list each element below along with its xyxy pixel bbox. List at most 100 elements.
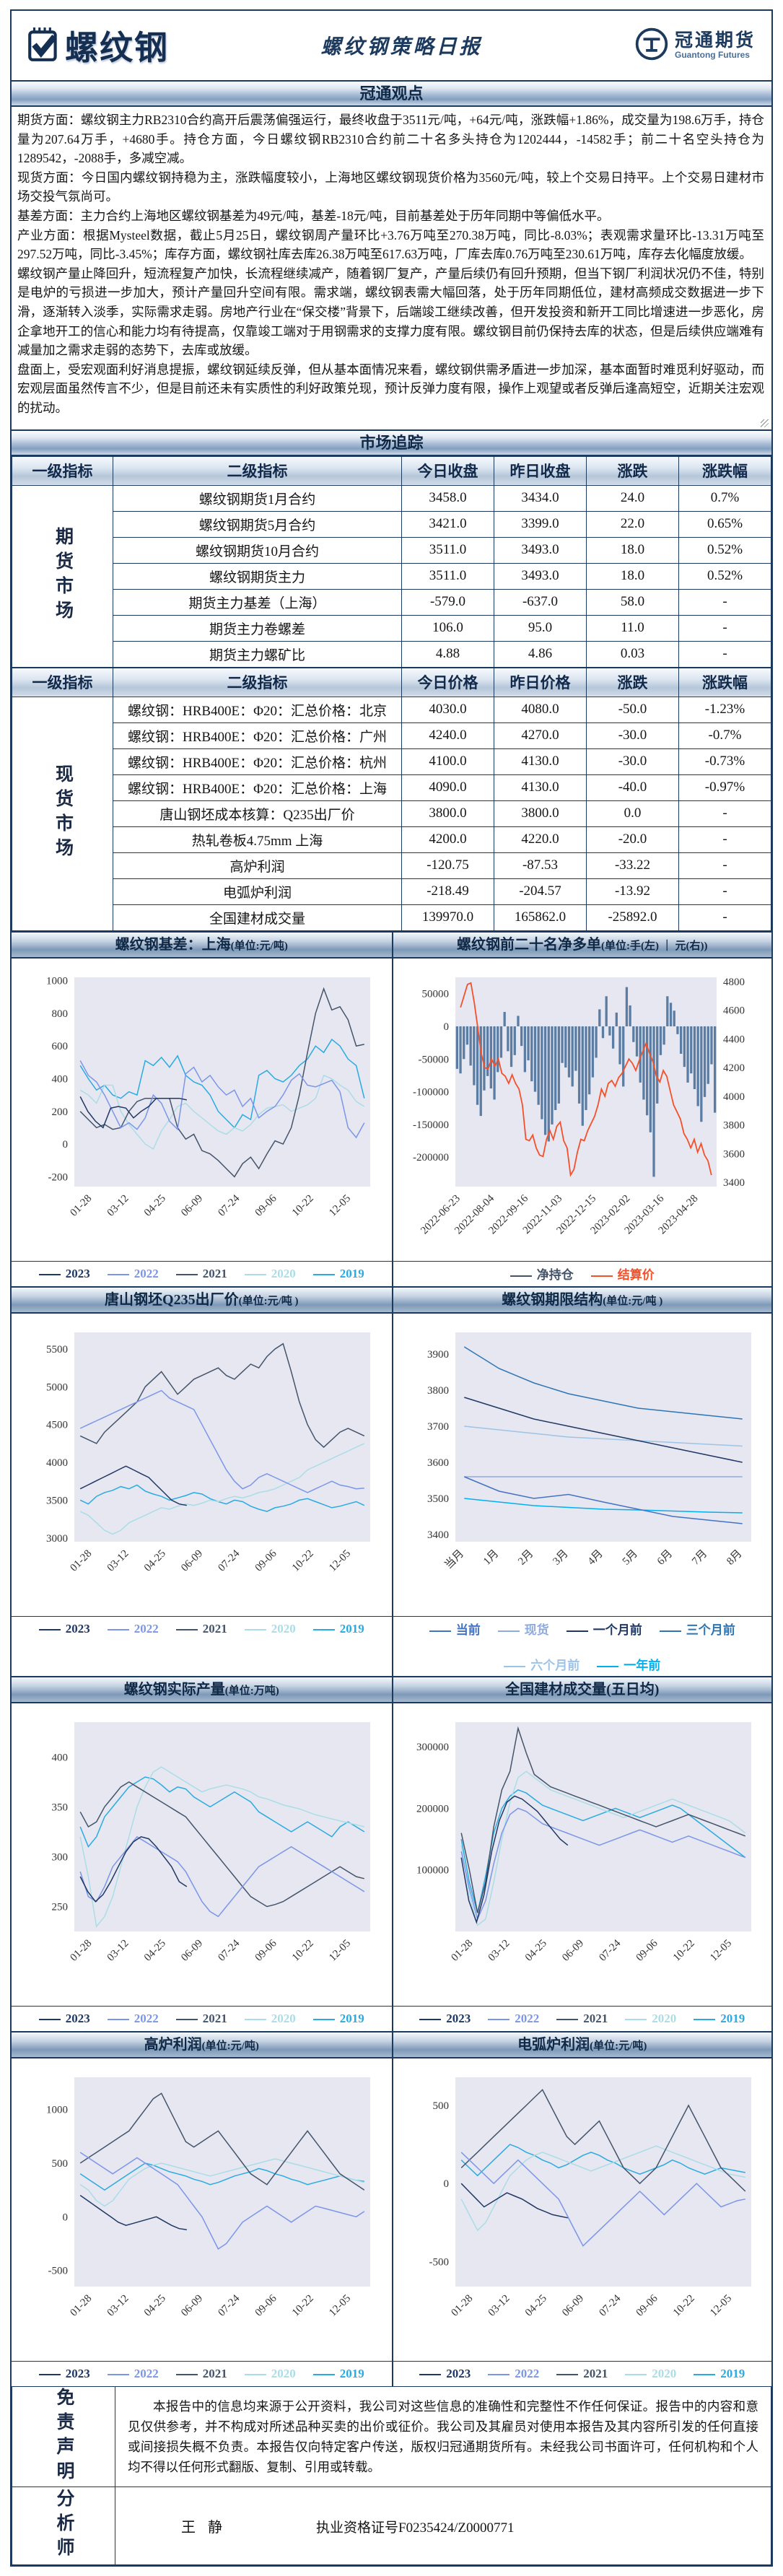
chart-legend-basis-shanghai: 2023 2022 2021 2020 2019: [12, 1260, 392, 1286]
indicator-value: 0.0: [586, 800, 679, 827]
legend-swatch: [597, 1665, 619, 1667]
indicator-value: -579.0: [401, 588, 494, 616]
svg-text:-500: -500: [48, 2265, 69, 2276]
svg-text:5500: 5500: [46, 1344, 68, 1355]
svg-text:03-12: 03-12: [486, 1937, 512, 1963]
indicator-name: 螺纹钢：HRB400E：Φ20：汇总价格：上海: [113, 774, 402, 801]
svg-text:09-06: 09-06: [634, 2292, 660, 2318]
chart-cell-tangshan-billet: 5500 5000 4500 4000 3500 3000 01-28 03-12 04-25 0…: [12, 1314, 392, 1676]
charts-grid: 螺纹钢基差：上海(单位:元/吨) 螺纹钢前二十名净多单(单位:手(左) ｜ 元(右…: [12, 930, 771, 2386]
svg-text:2月: 2月: [516, 1547, 535, 1567]
indicator-value: 18.0: [586, 536, 679, 564]
column-header: 昨日价格: [494, 667, 587, 697]
legend-item: 2019: [694, 2012, 745, 2026]
legend-item: 2020: [625, 2012, 676, 2026]
svg-text:200: 200: [52, 1106, 69, 1117]
indicator-value: -30.0: [586, 722, 679, 749]
brand-name-cn: 冠通期货: [674, 30, 756, 51]
indicator-name: 高炉利润: [113, 852, 402, 879]
svg-text:10-22: 10-22: [290, 1937, 316, 1963]
indicator-name: 热轧卷板4.75mm 上海: [113, 826, 402, 853]
indicator-value: -33.22: [586, 852, 679, 879]
brand-words: 冠通期货 Guantong Futures: [674, 30, 756, 61]
svg-text:7月: 7月: [690, 1547, 709, 1567]
svg-text:500: 500: [432, 2100, 449, 2111]
legend-swatch: [659, 1630, 681, 1632]
svg-text:09-06: 09-06: [634, 1937, 660, 1963]
svg-text:5000: 5000: [46, 1381, 68, 1393]
legend-item: 现货: [497, 1620, 549, 1638]
legend-swatch: [312, 2018, 335, 2020]
indicator-value: 22.0: [586, 510, 679, 538]
indicator-value: 3511.0: [401, 562, 494, 590]
legend-swatch: [244, 1628, 266, 1630]
indicator-value: 3511.0: [401, 536, 494, 564]
indicator-value: 3493.0: [494, 536, 587, 564]
chart-eaf-profit: 500 0 -500 01-28 03-12 04-25 06-09 07-24 09-06 10…: [429, 2077, 751, 2318]
svg-text:07-24: 07-24: [216, 1192, 242, 1218]
chart-cell-eaf-profit: 500 0 -500 01-28 03-12 04-25 06-09 07-24 09-06 10…: [391, 2058, 771, 2386]
svg-text:01-28: 01-28: [69, 1547, 95, 1573]
svg-text:12-05: 12-05: [708, 2292, 734, 2318]
indicator-name: 螺纹钢：HRB400E：Φ20：汇总价格：广州: [113, 722, 402, 749]
legend-swatch: [38, 1273, 61, 1275]
legend-swatch: [244, 2373, 266, 2375]
indicator-value: -25892.0: [586, 904, 679, 931]
svg-text:01-28: 01-28: [69, 1192, 95, 1218]
notebook-check-icon: [27, 25, 61, 66]
spot-market-table: 一级指标 二级指标 今日价格 昨日价格 涨跌 涨跌幅 现货市场 螺纹钢：HRB400E：Φ2…: [12, 667, 771, 931]
svg-text:5月: 5月: [621, 1547, 640, 1567]
legend-item: 2022: [107, 2012, 159, 2026]
legend-item: 2023: [38, 1622, 90, 1636]
indicator-value: 3800.0: [494, 800, 587, 827]
svg-text:3800: 3800: [723, 1119, 745, 1131]
svg-text:300: 300: [52, 1851, 69, 1863]
analyst-name: 王 静: [181, 2519, 227, 2536]
legend-swatch: [429, 1630, 451, 1632]
indicator-value: 4030.0: [401, 696, 494, 723]
svg-text:200000: 200000: [416, 1803, 449, 1815]
svg-text:4400: 4400: [723, 1034, 745, 1045]
legend-item: 2023: [38, 1267, 90, 1281]
legend-item: 六个月前: [504, 1655, 579, 1673]
svg-text:10-22: 10-22: [290, 1192, 316, 1218]
indicator-value: 4.88: [401, 640, 494, 668]
svg-text:100000: 100000: [416, 1864, 449, 1876]
table-row: 现货市场 螺纹钢：HRB400E：Φ20：汇总价格：北京 4030.0 4080.0-…: [12, 696, 771, 931]
chart-title-basis-shanghai: 螺纹钢基差：上海(单位:元/吨): [12, 930, 392, 959]
svg-text:500: 500: [52, 2157, 69, 2169]
legend-item: 结算价: [590, 1265, 655, 1283]
indicator-name: 电弧炉利润: [113, 878, 402, 905]
svg-text:-500: -500: [429, 2256, 449, 2268]
svg-text:07-24: 07-24: [597, 1937, 623, 1963]
column-header: 昨日收盘: [494, 455, 587, 486]
indicator-value: 0.52%: [678, 536, 771, 564]
indicator-value: 3458.0: [401, 484, 494, 512]
indicator-value: 95.0: [494, 614, 587, 642]
indicator-value: -1.23%: [678, 696, 771, 723]
indicator-value: 4.86: [494, 640, 587, 668]
brand-logo: 冠通期货 Guantong Futures: [634, 27, 756, 65]
table-row: 期货主力基差（上海） -579.0 -637.0 58.0-: [12, 588, 771, 616]
report-frame: 螺纹钢 螺纹钢策略日报 冠通期货 Guantong Futures 冠通观点 期…: [10, 9, 773, 2567]
svg-text:400: 400: [52, 1073, 69, 1085]
svg-text:06-09: 06-09: [179, 1192, 205, 1218]
legend-item: 三个月前: [659, 1620, 735, 1638]
resize-handle-icon[interactable]: [761, 419, 769, 427]
chart-cell-basis-shanghai: 1000 800 600 400 200 0 -200 01-28 03-12 04-25 06-0…: [12, 959, 392, 1286]
column-header: 涨跌: [586, 667, 679, 697]
legend-swatch: [175, 1273, 198, 1275]
legend-swatch: [488, 2373, 510, 2375]
svg-text:06-09: 06-09: [179, 1547, 205, 1573]
indicator-name: 期货主力基差（上海）: [113, 588, 402, 616]
svg-text:04-25: 04-25: [142, 1192, 168, 1218]
futures-market-table: 一级指标 二级指标 今日收盘 昨日收盘 涨跌 涨跌幅 期货市场 螺纹钢期货1月合约 3458.…: [12, 455, 771, 668]
column-header: 二级指标: [113, 455, 402, 486]
svg-text:4500: 4500: [46, 1419, 68, 1431]
legend-swatch: [419, 2373, 442, 2375]
legend-swatch: [566, 1630, 588, 1632]
analyst-row: 分析师 王 静 执业资格证号F0235424/Z0000771: [12, 2486, 771, 2565]
indicator-value: -13.92: [586, 878, 679, 905]
svg-text:-150000: -150000: [413, 1119, 449, 1130]
section-header-market: 市场追踪: [12, 429, 771, 456]
